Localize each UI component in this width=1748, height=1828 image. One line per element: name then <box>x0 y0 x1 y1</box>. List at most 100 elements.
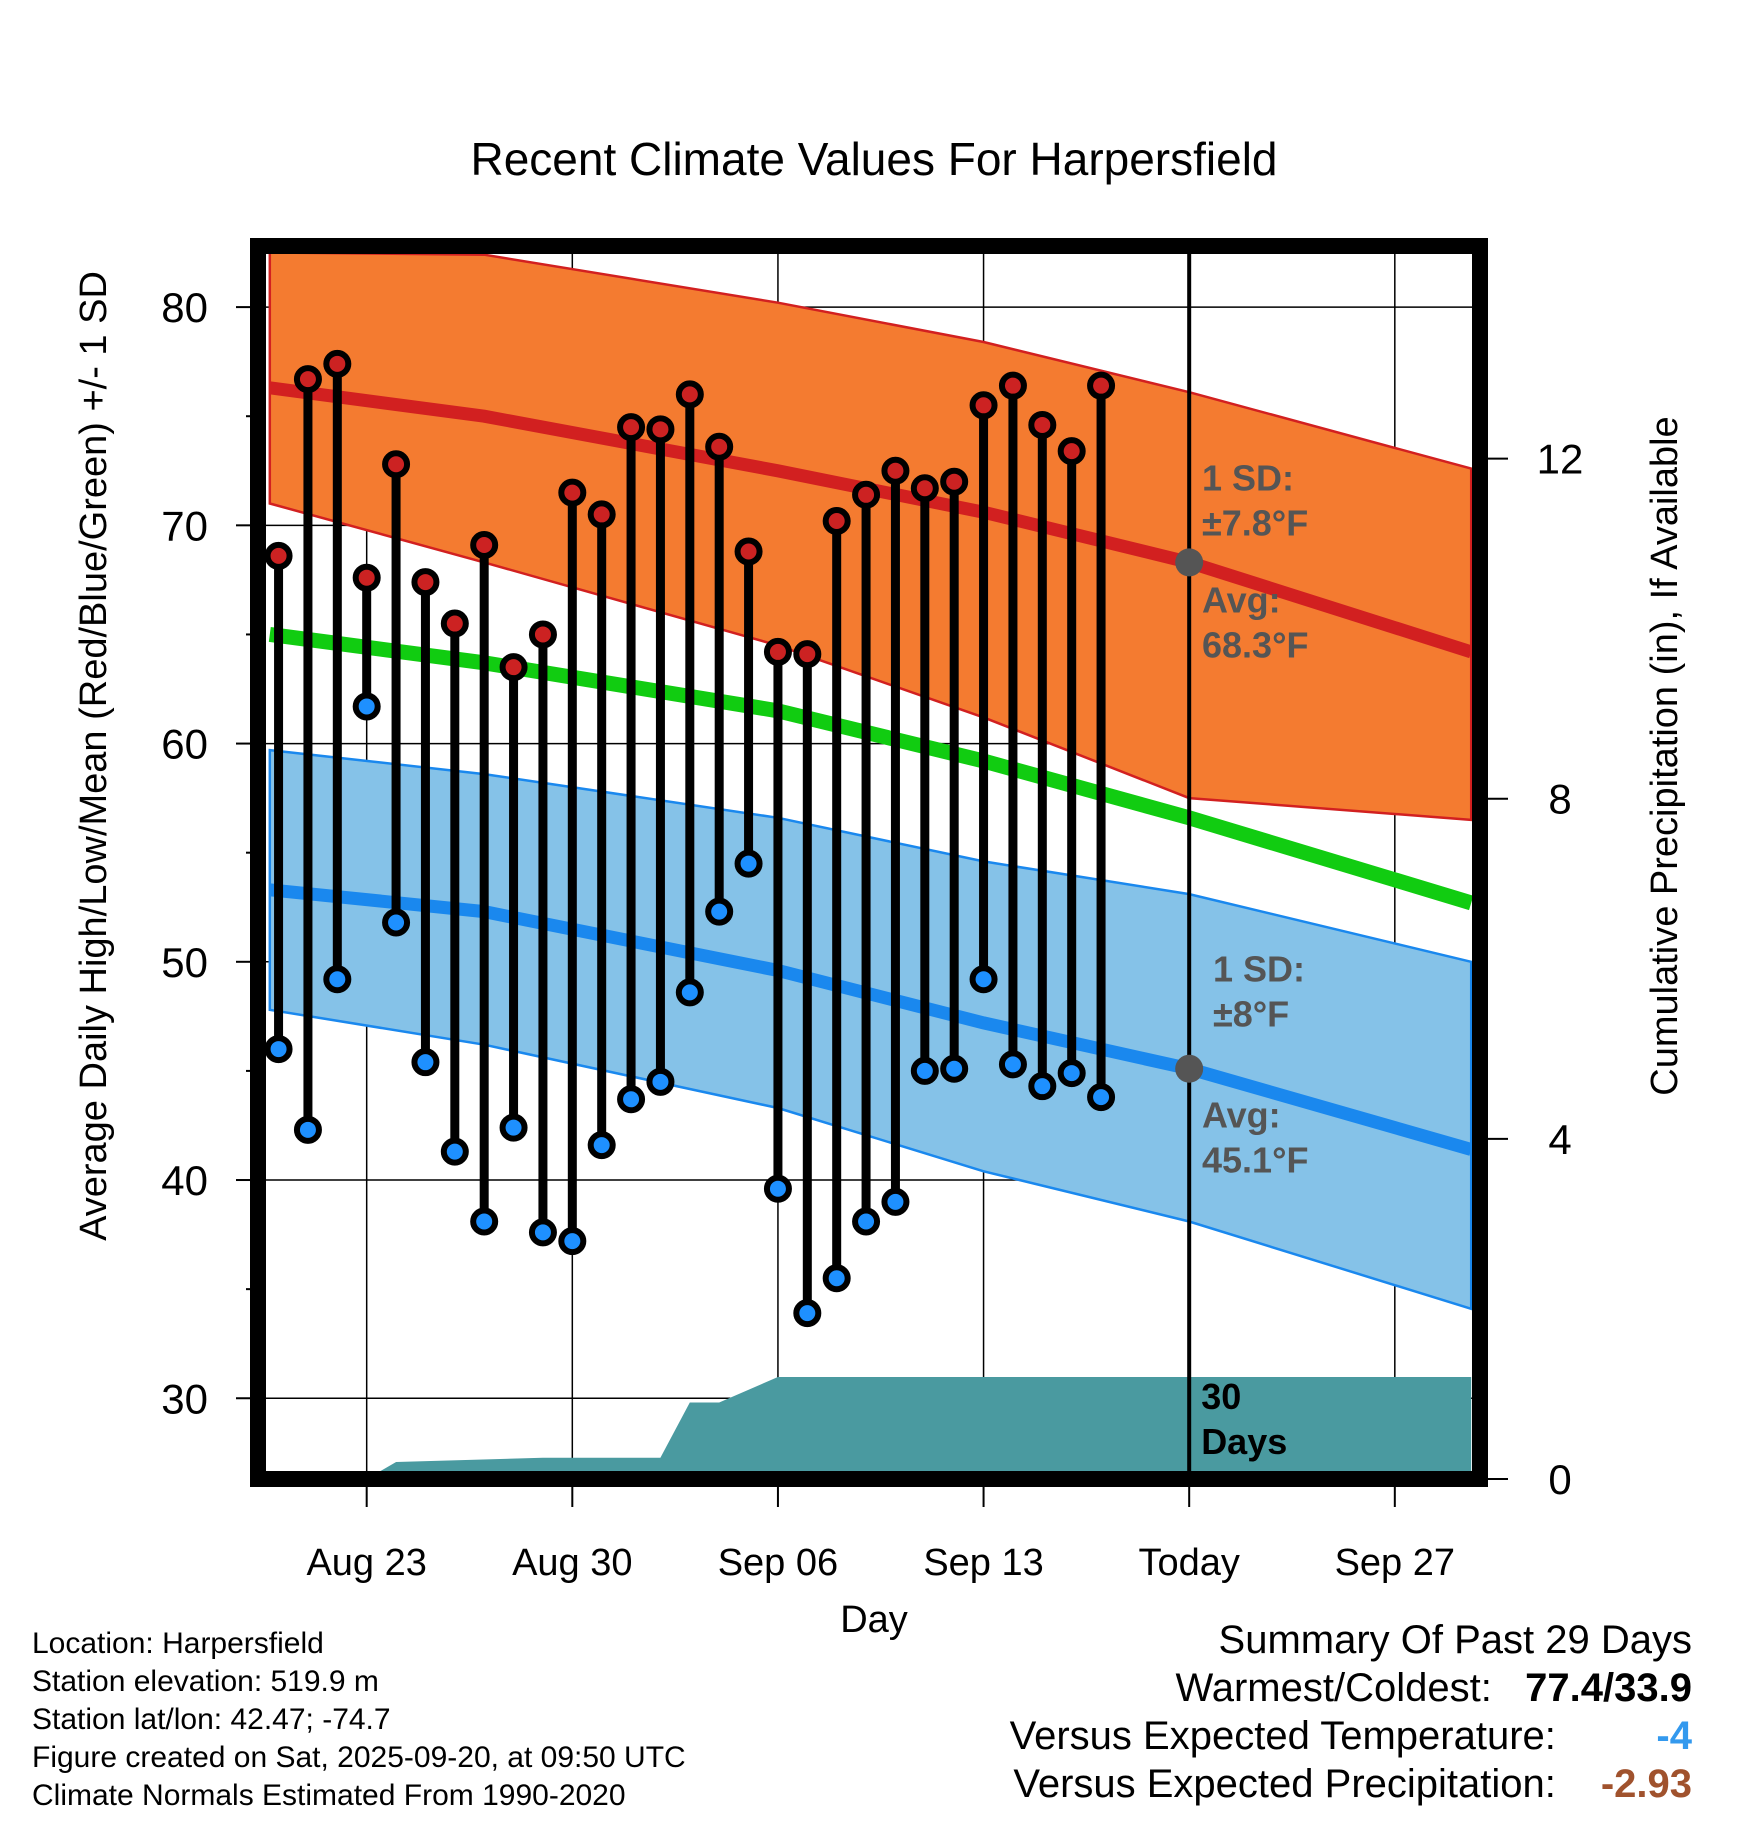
daily-low-marker <box>1087 1083 1116 1112</box>
y2-axis-title: Cumulative Precipitation (in), If Availa… <box>1644 416 1686 1095</box>
summary-precip: Versus Expected Precipitation: -2.93 <box>1010 1760 1692 1808</box>
daily-low-marker <box>763 1174 792 1203</box>
daily-high-marker <box>1087 371 1116 400</box>
annotation-period: Days <box>1201 1421 1287 1462</box>
daily-low-marker <box>881 1187 910 1216</box>
y-tick-label: 50 <box>161 939 208 986</box>
info-location: Location: Harpersfield <box>32 1627 324 1660</box>
daily-low-marker <box>793 1299 822 1328</box>
daily-high-marker <box>675 380 704 409</box>
daily-low-marker <box>352 692 381 721</box>
daily-low-marker <box>734 849 763 878</box>
daily-high-marker <box>411 568 440 597</box>
annotation-low-avg: Avg: <box>1202 1095 1281 1136</box>
daily-high-marker <box>881 456 910 485</box>
y-axis-title: Average Daily High/Low/Mean (Red/Blue/Gr… <box>73 271 115 1241</box>
daily-low-marker <box>1057 1059 1086 1088</box>
annotation-low-sd: 1 SD: <box>1213 948 1305 989</box>
info-elevation: Station elevation: 519.9 m <box>32 1665 379 1698</box>
daily-high-marker <box>382 450 411 479</box>
daily-high-marker <box>558 478 587 507</box>
daily-high-marker <box>646 415 675 444</box>
y-tick-label: 30 <box>161 1375 208 1422</box>
daily-low-marker <box>411 1048 440 1077</box>
daily-low-marker <box>558 1227 587 1256</box>
daily-low-marker <box>910 1056 939 1085</box>
daily-high-marker <box>293 365 322 394</box>
annotation-period: 30 <box>1201 1376 1241 1417</box>
y2-tick-label: 0 <box>1548 1456 1571 1503</box>
daily-high-marker <box>940 467 969 496</box>
temp-label: Versus Expected Temperature: <box>1009 1714 1556 1758</box>
plot-frame <box>250 238 1488 1487</box>
daily-low-marker <box>470 1207 499 1236</box>
daily-high-marker <box>822 506 851 535</box>
daily-high-marker <box>734 537 763 566</box>
daily-high-marker <box>793 640 822 669</box>
annotation-high-avg: Avg: <box>1202 580 1281 621</box>
y2-tick-label: 8 <box>1548 776 1571 823</box>
daily-low-marker <box>675 978 704 1007</box>
daily-high-marker <box>1057 437 1086 466</box>
daily-low-marker <box>528 1218 557 1247</box>
daily-low-marker <box>382 908 411 937</box>
today-high-avg-dot <box>1175 548 1204 577</box>
daily-high-marker <box>969 391 998 420</box>
info-normals: Climate Normals Estimated From 1990-2020 <box>32 1779 626 1812</box>
x-tick-label: Aug 30 <box>512 1542 632 1584</box>
daily-low-marker <box>1028 1072 1057 1101</box>
daily-low-marker <box>264 1035 293 1064</box>
annotation-high-avg: 68.3°F <box>1202 625 1308 666</box>
x-axis-title: Day <box>840 1599 908 1641</box>
y-tick-label: 60 <box>161 721 208 768</box>
info-created: Figure created on Sat, 2025-09-20, at 09… <box>32 1741 686 1774</box>
station-info: Location: Harpersfield Station elevation… <box>32 1625 686 1815</box>
daily-high-marker <box>705 432 734 461</box>
annotation-low-avg: 45.1°F <box>1202 1140 1308 1181</box>
daily-low-marker <box>705 897 734 926</box>
daily-low-marker <box>587 1131 616 1160</box>
normal-mean-line <box>268 626 1474 911</box>
daily-high-marker <box>852 480 881 509</box>
daily-high-marker <box>1028 410 1057 439</box>
daily-high-marker <box>587 500 616 529</box>
annotation-high-sd: 1 SD: <box>1202 457 1294 498</box>
daily-high-marker <box>617 413 646 442</box>
daily-high-marker <box>499 653 528 682</box>
annotation-low-sd: ±8°F <box>1213 993 1289 1034</box>
annotation-high-sd: ±7.8°F <box>1202 502 1308 543</box>
normal-high-line <box>268 381 1474 659</box>
daily-low-marker <box>998 1050 1027 1079</box>
y2-tick-label: 4 <box>1548 1116 1571 1163</box>
daily-low-marker <box>822 1264 851 1293</box>
summary-panel: Summary Of Past 29 Days Warmest/Coldest:… <box>1010 1616 1692 1808</box>
daily-low-marker <box>617 1085 646 1114</box>
precip-value: -2.93 <box>1600 1762 1692 1806</box>
daily-high-marker <box>528 620 557 649</box>
chart-title: Recent Climate Values For Harpersfield <box>470 133 1277 185</box>
info-latlon: Station lat/lon: 42.47; -74.7 <box>32 1703 391 1736</box>
x-tick-label: Aug 23 <box>306 1542 426 1584</box>
daily-high-marker <box>352 563 381 592</box>
daily-high-marker <box>323 349 352 378</box>
daily-low-marker <box>293 1115 322 1144</box>
daily-low-marker <box>323 965 352 994</box>
daily-low-marker <box>646 1067 675 1096</box>
daily-high-marker <box>998 371 1027 400</box>
y2-tick-label: 12 <box>1537 436 1584 483</box>
daily-low-marker <box>969 965 998 994</box>
x-tick-label: Sep 27 <box>1335 1542 1455 1584</box>
y-tick-label: 80 <box>161 284 208 331</box>
daily-low-marker <box>440 1137 469 1166</box>
daily-low-marker <box>852 1207 881 1236</box>
precip-label: Versus Expected Precipitation: <box>1013 1762 1556 1806</box>
normal-low-line <box>269 883 1473 1156</box>
today-low-avg-dot <box>1175 1054 1204 1083</box>
x-tick-label: Sep 06 <box>718 1542 838 1584</box>
x-tick-label: Today <box>1138 1542 1239 1584</box>
summary-warm-cold: Warmest/Coldest: 77.4/33.9 <box>1010 1664 1692 1712</box>
daily-high-marker <box>763 637 792 666</box>
y-tick-label: 40 <box>161 1157 208 1204</box>
